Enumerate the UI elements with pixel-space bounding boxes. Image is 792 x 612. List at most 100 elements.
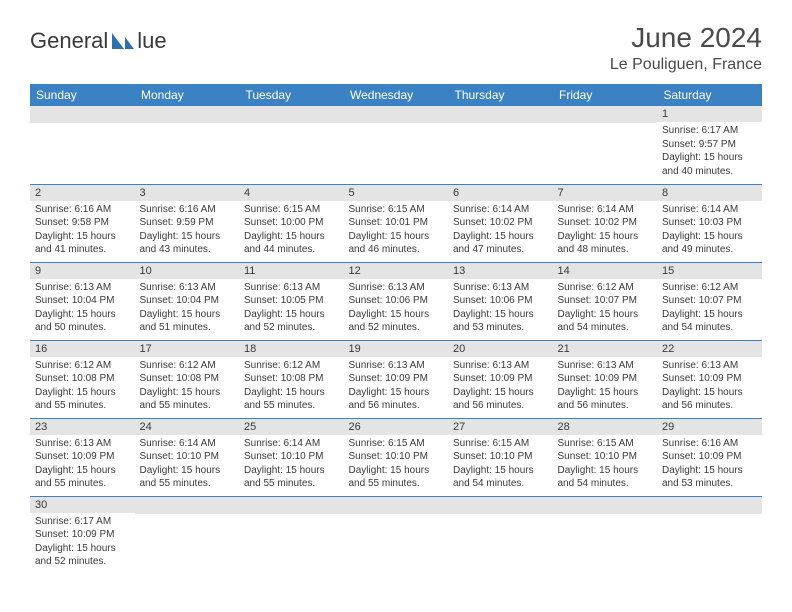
day-cell (239, 106, 344, 184)
day-details: Sunrise: 6:15 AMSunset: 10:10 PMDaylight… (448, 435, 553, 494)
sunrise-text: Sunrise: 6:14 AM (558, 203, 653, 217)
day-number: 13 (448, 263, 553, 279)
day-number (657, 497, 762, 514)
col-friday: Friday (553, 84, 658, 106)
daylight-text: Daylight: 15 hours and 52 minutes. (35, 542, 130, 569)
sunset-text: Sunset: 10:09 PM (558, 372, 653, 386)
sunset-text: Sunset: 10:06 PM (453, 294, 548, 308)
col-thursday: Thursday (448, 84, 553, 106)
logo: General lue (30, 22, 167, 54)
day-details: Sunrise: 6:13 AMSunset: 10:06 PMDaylight… (344, 279, 449, 338)
col-saturday: Saturday (657, 84, 762, 106)
day-number: 28 (553, 419, 658, 435)
day-cell: 21Sunrise: 6:13 AMSunset: 10:09 PMDaylig… (553, 340, 658, 418)
day-number: 23 (30, 419, 135, 435)
week-row: 23 Sunrise: 6:13 AMSunset: 10:09 PM Daylig… (30, 418, 762, 496)
daylight-text: Daylight: 15 hours and 56 minutes. (558, 386, 653, 413)
day-cell: 2Sunrise: 6:16 AMSunset: 9:58 PMDaylight… (30, 184, 135, 262)
sunset-text: Sunset: 10:09 PM (453, 372, 548, 386)
day-header-row: Sunday Monday Tuesday Wednesday Thursday… (30, 84, 762, 106)
daylight-text: Daylight: 15 hours and 50 minutes. (35, 308, 130, 335)
sunset-text: Sunset: 10:03 PM (662, 216, 757, 230)
day-number (135, 106, 240, 123)
day-cell: 1Sunrise: 6:17 AMSunset: 9:57 PMDaylight… (657, 106, 762, 184)
sail-icon (110, 31, 136, 51)
daylight-text: Daylight: 15 hours and 49 minutes. (662, 230, 757, 257)
col-sunday: Sunday (30, 84, 135, 106)
day-details: Sunrise: 6:16 AMSunset: 9:58 PMDaylight:… (30, 201, 135, 260)
col-monday: Monday (135, 84, 240, 106)
day-number (344, 106, 449, 123)
day-number (239, 497, 344, 514)
daylight-text: Daylight: 15 hours and 54 minutes. (558, 308, 653, 335)
sunset-text: Sunset: 10:08 PM (35, 372, 130, 386)
day-cell: 7Sunrise: 6:14 AMSunset: 10:02 PMDayligh… (553, 184, 658, 262)
day-number: 3 (135, 185, 240, 201)
week-row: 16 Sunrise: 6:12 AM Sunset: 10:08 PM Daylig… (30, 340, 762, 418)
day-cell (553, 106, 658, 184)
day-details: Sunrise: 6:13 AMSunset: 10:09 PMDaylight… (553, 357, 658, 416)
sunset-text: Sunset: 10:01 PM (349, 216, 444, 230)
sunrise-text: Sunrise: 6:13 AM (35, 437, 130, 451)
sunrise-text: Sunrise: 6:14 AM (244, 437, 339, 451)
sunrise-text: Sunrise: 6:12 AM (140, 359, 235, 373)
sunrise-text: Sunrise: 6:12 AM (558, 281, 653, 295)
day-number (135, 497, 240, 514)
day-number (344, 497, 449, 514)
day-cell (344, 106, 449, 184)
day-cell: 5Sunrise: 6:15 AMSunset: 10:01 PMDayligh… (344, 184, 449, 262)
day-details: Sunrise: 6:13 AMSunset: 10:04 PMDaylight… (30, 279, 135, 338)
day-cell: 19Sunrise: 6:13 AMSunset: 10:09 PMDaylig… (344, 340, 449, 418)
week-row: 2Sunrise: 6:16 AMSunset: 9:58 PMDaylight… (30, 184, 762, 262)
day-details: Sunrise: 6:13 AMSunset: 10:05 PMDaylight… (239, 279, 344, 338)
sunset-text: Sunset: 10:10 PM (558, 450, 653, 464)
day-details: Sunrise: 6:13 AMSunset: 10:04 PMDaylight… (135, 279, 240, 338)
sunset-text: Sunset: 10:10 PM (244, 450, 339, 464)
sunrise-text: Sunrise: 6:13 AM (662, 359, 757, 373)
sunset-text: Sunset: 10:10 PM (453, 450, 548, 464)
day-number: 5 (344, 185, 449, 201)
day-cell: 20Sunrise: 6:13 AMSunset: 10:09 PMDaylig… (448, 340, 553, 418)
daylight-text: Daylight: 15 hours and 55 minutes. (244, 464, 339, 491)
sunrise-text: Sunrise: 6:13 AM (244, 281, 339, 295)
day-number: 18 (239, 341, 344, 357)
day-cell: 11Sunrise: 6:13 AMSunset: 10:05 PMDaylig… (239, 262, 344, 340)
daylight-text: Daylight: 15 hours and 44 minutes. (244, 230, 339, 257)
daylight-text: Daylight: 15 hours and 40 minutes. (662, 151, 757, 178)
daylight-text: Daylight: 15 hours and 46 minutes. (349, 230, 444, 257)
daylight-text: Daylight: 15 hours and 54 minutes. (662, 308, 757, 335)
day-cell: 25Sunrise: 6:14 AMSunset: 10:10 PMDaylig… (239, 418, 344, 496)
day-number (30, 106, 135, 123)
day-number: 17 (135, 341, 240, 357)
col-wednesday: Wednesday (344, 84, 449, 106)
daylight-text: Daylight: 15 hours and 43 minutes. (140, 230, 235, 257)
day-number (239, 106, 344, 123)
sunset-text: Sunset: 10:05 PM (244, 294, 339, 308)
daylight-text: Daylight: 15 hours and 56 minutes. (453, 386, 548, 413)
calendar-page: General lue June 2024 Le Pouliguen, Fran… (0, 0, 792, 574)
day-number: 6 (448, 185, 553, 201)
day-cell (448, 106, 553, 184)
week-row: 1Sunrise: 6:17 AMSunset: 9:57 PMDaylight… (30, 106, 762, 184)
day-number: 8 (657, 185, 762, 201)
sunrise-text: Sunrise: 6:13 AM (558, 359, 653, 373)
daylight-text: Daylight: 15 hours and 51 minutes. (140, 308, 235, 335)
day-details: Sunrise: 6:15 AMSunset: 10:10 PMDaylight… (553, 435, 658, 494)
daylight-text: Daylight: 15 hours and 56 minutes. (349, 386, 444, 413)
day-cell (657, 496, 762, 574)
day-cell: 12Sunrise: 6:13 AMSunset: 10:06 PMDaylig… (344, 262, 449, 340)
day-cell: 16Sunrise: 6:12 AMSunset: 10:08 PMDaylig… (30, 340, 135, 418)
sunset-text: Sunset: 10:09 PM (35, 450, 130, 464)
sunset-text: Sunset: 10:00 PM (244, 216, 339, 230)
day-details: Sunrise: 6:14 AMSunset: 10:10 PMDaylight… (135, 435, 240, 494)
week-row: 9Sunrise: 6:13 AMSunset: 10:04 PMDayligh… (30, 262, 762, 340)
day-details: Sunrise: 6:13 AMSunset: 10:09 PMDaylight… (344, 357, 449, 416)
day-number (448, 106, 553, 123)
day-number: 16 (30, 341, 135, 357)
day-number (553, 106, 658, 123)
sunrise-text: Sunrise: 6:14 AM (662, 203, 757, 217)
day-number: 27 (448, 419, 553, 435)
day-cell: 4Sunrise: 6:15 AMSunset: 10:00 PMDayligh… (239, 184, 344, 262)
sunset-text: Sunset: 10:04 PM (140, 294, 235, 308)
day-cell: 13Sunrise: 6:13 AMSunset: 10:06 PMDaylig… (448, 262, 553, 340)
